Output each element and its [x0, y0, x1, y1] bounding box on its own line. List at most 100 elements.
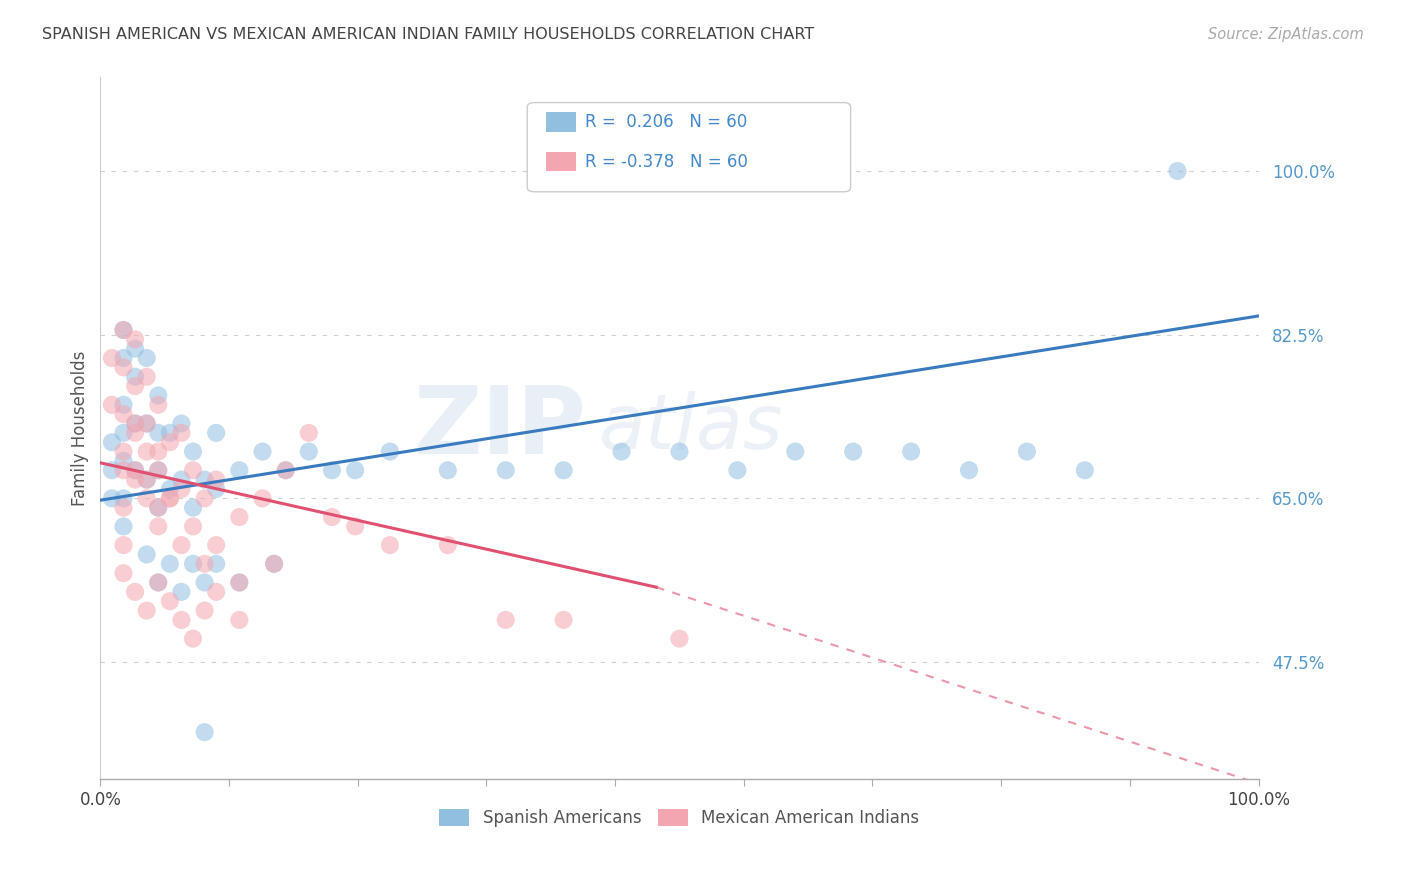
Point: [170, 538, 193, 552]
Point: [181, 500, 204, 515]
Point: [263, 557, 285, 571]
Point: [112, 398, 135, 412]
Point: [112, 351, 135, 365]
Point: [181, 632, 204, 646]
Point: [148, 519, 170, 533]
Point: [842, 444, 865, 458]
Point: [159, 557, 181, 571]
Point: [135, 444, 157, 458]
Point: [194, 491, 217, 506]
Point: [228, 613, 250, 627]
Point: [148, 388, 170, 402]
Point: [159, 594, 181, 608]
Point: [1166, 164, 1188, 178]
Point: [228, 510, 250, 524]
Point: [170, 585, 193, 599]
Point: [101, 463, 124, 477]
Point: [124, 369, 146, 384]
Point: [298, 425, 321, 440]
Point: [1015, 444, 1038, 458]
Point: [170, 482, 193, 496]
Point: [148, 575, 170, 590]
Point: [124, 473, 146, 487]
Point: [148, 575, 170, 590]
Point: [112, 360, 135, 375]
Point: [181, 557, 204, 571]
Point: [101, 398, 124, 412]
Point: [205, 538, 228, 552]
Point: [159, 435, 181, 450]
Point: [135, 369, 157, 384]
Point: [252, 491, 274, 506]
Point: [181, 444, 204, 458]
Point: [170, 473, 193, 487]
Point: [495, 613, 517, 627]
Point: [194, 473, 217, 487]
Point: [135, 417, 157, 431]
Text: R = -0.378   N = 60: R = -0.378 N = 60: [585, 153, 748, 171]
Point: [437, 538, 460, 552]
Point: [344, 519, 367, 533]
Point: [378, 538, 401, 552]
Point: [194, 603, 217, 617]
Point: [148, 500, 170, 515]
Point: [159, 491, 181, 506]
Point: [194, 575, 217, 590]
Point: [321, 463, 343, 477]
Point: [135, 491, 157, 506]
Point: [170, 425, 193, 440]
Point: [668, 444, 690, 458]
Point: [194, 557, 217, 571]
Point: [135, 603, 157, 617]
Point: [124, 417, 146, 431]
Point: [263, 557, 285, 571]
Point: [124, 463, 146, 477]
Point: [378, 444, 401, 458]
Point: [194, 725, 217, 739]
Point: [900, 444, 922, 458]
Point: [124, 425, 146, 440]
Point: [205, 482, 228, 496]
Point: [553, 613, 575, 627]
Point: [205, 473, 228, 487]
Point: [159, 482, 181, 496]
Point: [112, 323, 135, 337]
Point: [112, 566, 135, 581]
Point: [321, 510, 343, 524]
Point: [148, 500, 170, 515]
Point: [725, 463, 748, 477]
Point: [205, 557, 228, 571]
Text: SPANISH AMERICAN VS MEXICAN AMERICAN INDIAN FAMILY HOUSEHOLDS CORRELATION CHART: SPANISH AMERICAN VS MEXICAN AMERICAN IND…: [42, 27, 814, 42]
Point: [610, 444, 633, 458]
Point: [112, 407, 135, 421]
Point: [124, 417, 146, 431]
Point: [344, 463, 367, 477]
Point: [181, 519, 204, 533]
Point: [205, 585, 228, 599]
Point: [668, 632, 690, 646]
Y-axis label: Family Households: Family Households: [72, 351, 89, 506]
Point: [135, 473, 157, 487]
Point: [159, 425, 181, 440]
Point: [124, 379, 146, 393]
Text: R =  0.206   N = 60: R = 0.206 N = 60: [585, 113, 747, 131]
Point: [112, 454, 135, 468]
Point: [112, 491, 135, 506]
Point: [124, 332, 146, 346]
Point: [228, 575, 250, 590]
Point: [228, 575, 250, 590]
Point: [170, 417, 193, 431]
Point: [112, 323, 135, 337]
Point: [553, 463, 575, 477]
Point: [298, 444, 321, 458]
Point: [112, 444, 135, 458]
Point: [495, 463, 517, 477]
Point: [785, 444, 807, 458]
Point: [159, 491, 181, 506]
Point: [148, 463, 170, 477]
Point: [135, 473, 157, 487]
Point: [101, 491, 124, 506]
Point: [252, 444, 274, 458]
Point: [124, 342, 146, 356]
Point: [124, 585, 146, 599]
